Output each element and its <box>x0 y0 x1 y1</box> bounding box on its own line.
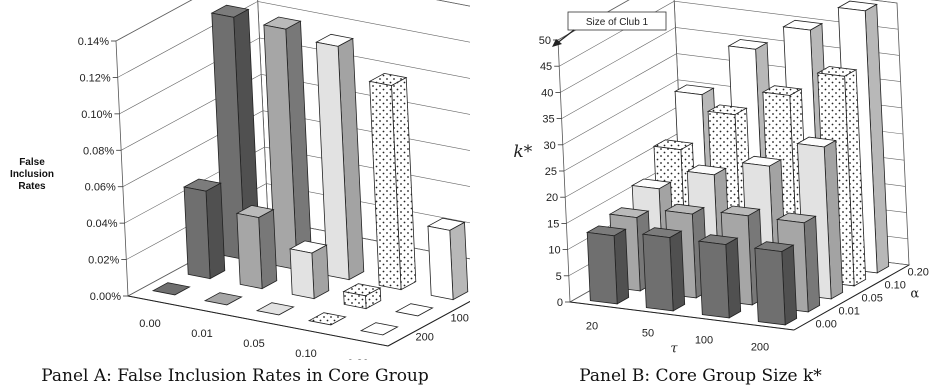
panel-b-z-tick-label: 20 <box>546 192 558 204</box>
bar-front <box>642 233 674 312</box>
panel-b-y-tick-label: 0.10 <box>885 280 906 292</box>
panel-a-z-tick-label: 0.04% <box>86 218 117 230</box>
panel-a-z-tick-label: 0.06% <box>85 182 116 194</box>
panel-b-xlabel: τ <box>670 342 678 357</box>
panel-a-bar <box>210 4 261 261</box>
panel-a-x-tick-label: 0.10 <box>295 348 316 360</box>
panel-b-bar <box>697 234 742 319</box>
panel-a-gridline <box>126 183 470 260</box>
panel-b-z-tick-label: 50 <box>539 35 551 47</box>
bar-front <box>698 240 730 319</box>
panel-a-gridline <box>122 110 470 187</box>
panel-a-x-axis <box>127 295 389 347</box>
panel-b-z-tick-label: 25 <box>545 166 557 178</box>
bar-front <box>263 24 298 271</box>
panel-b-y-tick-label: 0.00 <box>816 319 837 331</box>
bar-front <box>586 231 618 305</box>
panel-a-bar <box>342 283 382 310</box>
panel-a-y-tick-label: 100 <box>451 313 469 325</box>
panel-a-bar <box>315 33 365 281</box>
panel-b-z-tick-label: 40 <box>541 87 553 99</box>
panel-b-y-axis <box>793 264 910 331</box>
bar-front <box>211 12 246 261</box>
panel-a-bar <box>262 16 313 271</box>
panel-a-gridline <box>115 0 470 42</box>
panel-b-y-tick-label: 0.05 <box>862 293 883 305</box>
panel-b-caption: Panel B: Core Group Size k* <box>579 366 822 386</box>
panel-a-bar <box>182 178 226 280</box>
bar-front <box>183 186 211 280</box>
panel-a-gridline <box>119 37 470 115</box>
panel-b-x-axis <box>569 301 795 331</box>
panel-b-bar <box>641 227 686 312</box>
annotation-arrowhead <box>552 39 562 47</box>
panel-a-gridline <box>124 146 470 224</box>
panel-b-z-tick-label: 10 <box>548 245 560 257</box>
panel-b-z-tick-label: 35 <box>542 114 554 126</box>
panel-a-x-tick-label: 0.01 <box>191 328 212 340</box>
panel-b-zlabel: k* <box>513 142 532 162</box>
panel-a-z-tick-label: 0.12% <box>80 72 111 84</box>
panel-a-bar <box>368 72 417 291</box>
panel-b-z-tick-label: 45 <box>540 61 552 73</box>
panel-a-gridline <box>120 73 470 151</box>
panel-a-bar <box>255 302 295 316</box>
panel-b-x-tick-label: 20 <box>586 321 598 333</box>
panel-b-z-tick-label: 30 <box>544 140 556 152</box>
panel-a-z-tick-label: 0.08% <box>83 145 114 157</box>
panel-a-y-axis <box>387 300 470 347</box>
panel-a-chart: 0.00% 0.02% 0.04% 0.06% 0.08% 0.10% 0.12% 0.14%… <box>78 0 470 360</box>
panel-b-gridline <box>559 0 899 67</box>
panel-a-bar <box>288 240 330 300</box>
panel-b: 0 5 10 15 20 25 30 35 40 45 50 20 50 100 200 τ 0.00 0.01 0… <box>470 0 931 390</box>
panel-a-bar <box>426 217 469 301</box>
panel-a-z-tick-label: 0.02% <box>88 255 119 267</box>
bar-front <box>427 225 454 301</box>
panel-a-x-tick-label: 0.00 <box>139 318 160 330</box>
panel-b-y-tick-label: 0.20 <box>908 267 929 279</box>
panel-a-bar <box>235 204 278 290</box>
panel-a: 0.00% 0.02% 0.04% 0.06% 0.08% 0.10% 0.12% 0.14%… <box>10 0 470 386</box>
panel-b-z-tick-label: 15 <box>547 218 559 230</box>
panel-b-annotation: Size of Club 1 <box>552 11 667 47</box>
panel-a-bar <box>307 312 347 326</box>
panel-b-bar <box>585 225 630 305</box>
panel-b-x-tick-label: 100 <box>695 335 713 347</box>
panel-a-bar <box>394 303 434 317</box>
bar-side <box>311 244 330 300</box>
panel-a-caption: Panel A: False Inclusion Rates in Core G… <box>41 366 429 386</box>
panel-a-z-tick-label: 0.00% <box>90 291 121 303</box>
panel-b-x-tick-label: 50 <box>642 328 654 340</box>
panel-b-x-tick-label: 200 <box>751 342 769 354</box>
panel-a-zlabel: False Inclusion Rates <box>10 157 54 192</box>
panel-a-bar <box>203 292 243 306</box>
panel-a-x-tick-label: 0.20 <box>347 358 368 360</box>
bar-front <box>369 80 402 291</box>
panel-a-bar <box>151 282 191 296</box>
panel-b-bar <box>753 241 798 326</box>
panel-b-z-tick-label: 5 <box>556 271 562 283</box>
bar-front <box>236 212 263 290</box>
panel-a-gridline <box>117 1 470 78</box>
panel-b-ylabel: α <box>910 287 919 302</box>
panel-a-x-tick-label: 0.05 <box>243 338 264 350</box>
panel-b-y-tick-label: 0.01 <box>839 306 860 318</box>
panel-b-z-tick-label: 0 <box>557 297 563 309</box>
panel-a-z-tick-label: 0.14% <box>78 36 109 48</box>
panel-a-z-tick-label: 0.10% <box>81 109 112 121</box>
annotation-box <box>567 11 667 31</box>
panel-a-bar <box>359 322 399 336</box>
bar-front <box>343 291 367 310</box>
annotation-text: Size of Club 1 <box>586 17 649 28</box>
panel-b-chart: 051015202530354045502050100200τ0.000.010… <box>513 0 929 357</box>
bar-front <box>289 248 315 300</box>
bar-front <box>315 41 350 281</box>
bar-front <box>754 247 786 326</box>
panel-a-y-tick-label: 200 <box>416 332 434 344</box>
panel-b-gridline <box>560 27 900 93</box>
